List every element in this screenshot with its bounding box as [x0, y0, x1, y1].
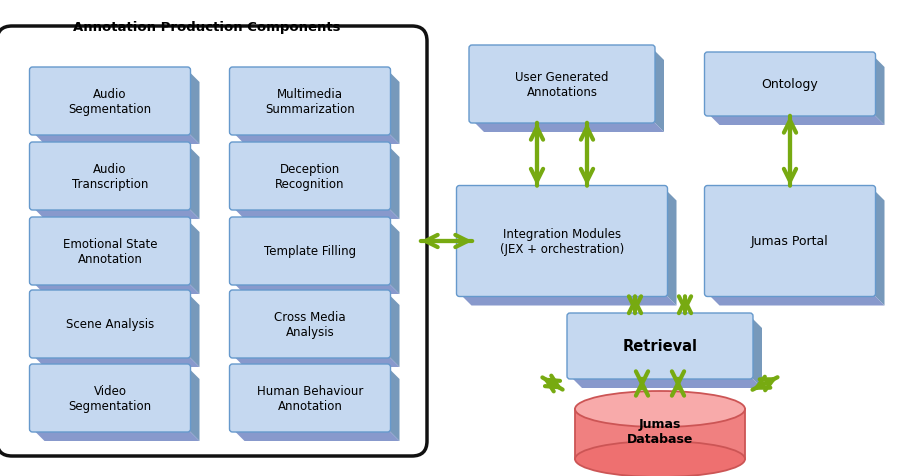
Text: Video
Segmentation: Video Segmentation — [68, 384, 151, 412]
Polygon shape — [707, 294, 885, 306]
Polygon shape — [232, 282, 400, 294]
Text: Retrieval: Retrieval — [623, 339, 698, 354]
Polygon shape — [652, 49, 664, 133]
FancyBboxPatch shape — [230, 364, 391, 432]
Polygon shape — [32, 133, 200, 145]
Polygon shape — [187, 71, 200, 145]
FancyBboxPatch shape — [230, 143, 391, 210]
Ellipse shape — [575, 441, 745, 476]
Text: Human Behaviour
Annotation: Human Behaviour Annotation — [256, 384, 364, 412]
Polygon shape — [664, 189, 677, 306]
Text: Template Filling: Template Filling — [264, 245, 356, 258]
FancyBboxPatch shape — [30, 143, 191, 210]
Polygon shape — [388, 71, 400, 145]
FancyBboxPatch shape — [567, 313, 753, 379]
Text: Jumas Portal: Jumas Portal — [752, 235, 829, 248]
Text: Deception
Recognition: Deception Recognition — [275, 163, 345, 190]
Polygon shape — [388, 220, 400, 294]
Polygon shape — [707, 114, 885, 126]
FancyBboxPatch shape — [230, 68, 391, 136]
FancyBboxPatch shape — [230, 218, 391, 286]
Polygon shape — [388, 146, 400, 219]
Polygon shape — [32, 355, 200, 367]
Text: Audio
Segmentation: Audio Segmentation — [68, 88, 151, 116]
Polygon shape — [232, 208, 400, 219]
Text: Annotation Production Components: Annotation Production Components — [73, 21, 341, 34]
Polygon shape — [388, 367, 400, 441]
Polygon shape — [187, 220, 200, 294]
Text: Ontology: Ontology — [761, 79, 818, 91]
FancyBboxPatch shape — [456, 186, 668, 297]
FancyBboxPatch shape — [30, 218, 191, 286]
Text: User Generated
Annotations: User Generated Annotations — [515, 71, 608, 99]
Polygon shape — [32, 282, 200, 294]
FancyBboxPatch shape — [30, 68, 191, 136]
Text: Emotional State
Annotation: Emotional State Annotation — [63, 238, 158, 266]
Polygon shape — [187, 293, 200, 367]
Polygon shape — [872, 189, 885, 306]
Polygon shape — [232, 429, 400, 441]
Bar — [575, 409, 745, 459]
Polygon shape — [750, 317, 762, 388]
Polygon shape — [32, 429, 200, 441]
FancyBboxPatch shape — [230, 290, 391, 358]
Polygon shape — [187, 146, 200, 219]
Text: Scene Analysis: Scene Analysis — [66, 318, 154, 331]
FancyBboxPatch shape — [30, 364, 191, 432]
Text: Jumas
Database: Jumas Database — [626, 417, 693, 445]
Polygon shape — [32, 208, 200, 219]
Polygon shape — [187, 367, 200, 441]
FancyBboxPatch shape — [30, 290, 191, 358]
Polygon shape — [232, 133, 400, 145]
Polygon shape — [570, 376, 762, 388]
Polygon shape — [872, 56, 885, 126]
Ellipse shape — [575, 391, 745, 427]
Polygon shape — [388, 293, 400, 367]
FancyBboxPatch shape — [0, 27, 427, 456]
Text: Multimedia
Summarization: Multimedia Summarization — [266, 88, 355, 116]
Text: Audio
Transcription: Audio Transcription — [72, 163, 148, 190]
Text: Integration Modules
(JEX + orchestration): Integration Modules (JEX + orchestration… — [500, 228, 624, 256]
Polygon shape — [232, 355, 400, 367]
Polygon shape — [460, 294, 677, 306]
Text: Cross Media
Analysis: Cross Media Analysis — [274, 310, 346, 338]
Polygon shape — [472, 121, 664, 133]
FancyBboxPatch shape — [469, 46, 655, 124]
FancyBboxPatch shape — [705, 186, 876, 297]
FancyBboxPatch shape — [705, 53, 876, 117]
